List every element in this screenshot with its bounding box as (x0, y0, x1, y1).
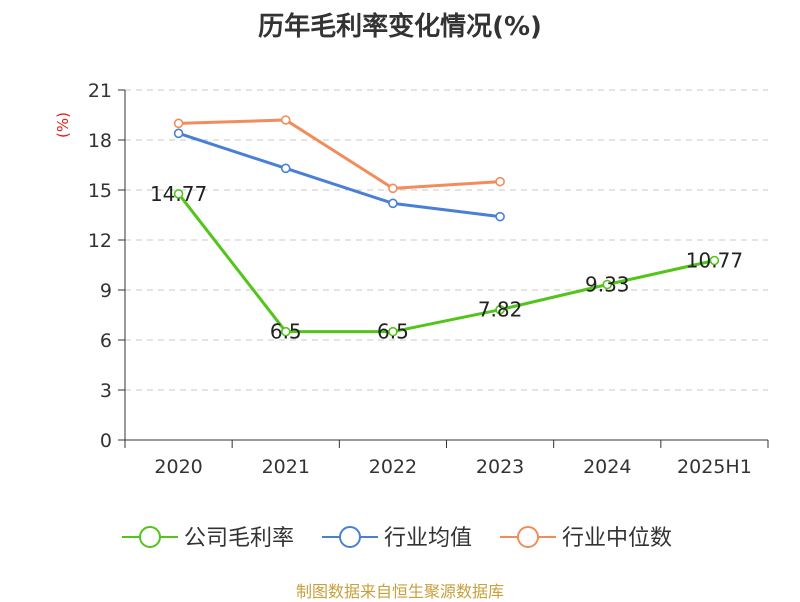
data-point (495, 304, 505, 315)
x-tick-label: 2020 (154, 456, 202, 478)
data-point (280, 163, 291, 174)
data-point (388, 198, 398, 209)
data-point (388, 183, 398, 194)
data-label: 6.5 (270, 320, 302, 344)
data-point (173, 189, 184, 199)
series-line (178, 131, 501, 219)
x-tick-label: 2024 (583, 456, 631, 478)
axes: 0 3 6 9 12 15 18 21 2020 2021 2022 2023 2024 2025H1 (%… (54, 80, 769, 478)
y-tick-label: 0 (100, 430, 112, 452)
x-tick-label: 2021 (262, 456, 310, 478)
series-lines (173, 115, 720, 337)
legend-label: 行业均值 (384, 526, 472, 551)
data-point (709, 255, 720, 266)
series-line (177, 192, 715, 334)
y-tick-label: 9 (100, 280, 112, 302)
legend: 公司毛利率 行业均值 行业中位数 (122, 526, 672, 551)
data-point (602, 279, 613, 290)
legend-label: 行业中位数 (562, 526, 672, 551)
data-point (388, 326, 398, 337)
y-tick-label: 12 (88, 230, 112, 252)
data-label: 7.82 (478, 298, 523, 322)
y-tick-label: 18 (88, 130, 112, 152)
legend-marker (139, 526, 161, 548)
x-tick-label: 2025H1 (677, 456, 752, 478)
chart-title: 历年毛利率变化情况(%) (258, 12, 542, 42)
data-label: 9.33 (585, 273, 630, 297)
legend-label: 公司毛利率 (184, 526, 294, 551)
source-note: 制图数据来自恒生聚源数据库 (295, 582, 504, 601)
y-tick-label: 6 (100, 330, 112, 352)
data-label: 14.77 (150, 182, 207, 206)
data-point (280, 115, 291, 125)
legend-marker (517, 526, 539, 548)
y-tick-label: 15 (88, 180, 112, 202)
data-point (495, 211, 505, 222)
y-tick-label: 3 (100, 380, 112, 402)
data-point (173, 128, 184, 139)
data-label: 6.5 (377, 320, 409, 344)
data-label: 10.77 (686, 249, 743, 273)
data-point (173, 118, 184, 129)
series-line (178, 118, 501, 190)
data-labels: 14.77 6.5 6.5 7.82 9.33 10.77 (150, 182, 743, 344)
data-point (280, 326, 291, 337)
y-tick-label: 21 (88, 80, 112, 102)
x-tick-label: 2023 (476, 456, 524, 478)
x-tick-label: 2022 (369, 456, 417, 478)
legend-marker (339, 526, 361, 548)
y-axis-label: (%) (54, 112, 72, 138)
gridlines (125, 89, 768, 391)
data-point (495, 176, 505, 187)
